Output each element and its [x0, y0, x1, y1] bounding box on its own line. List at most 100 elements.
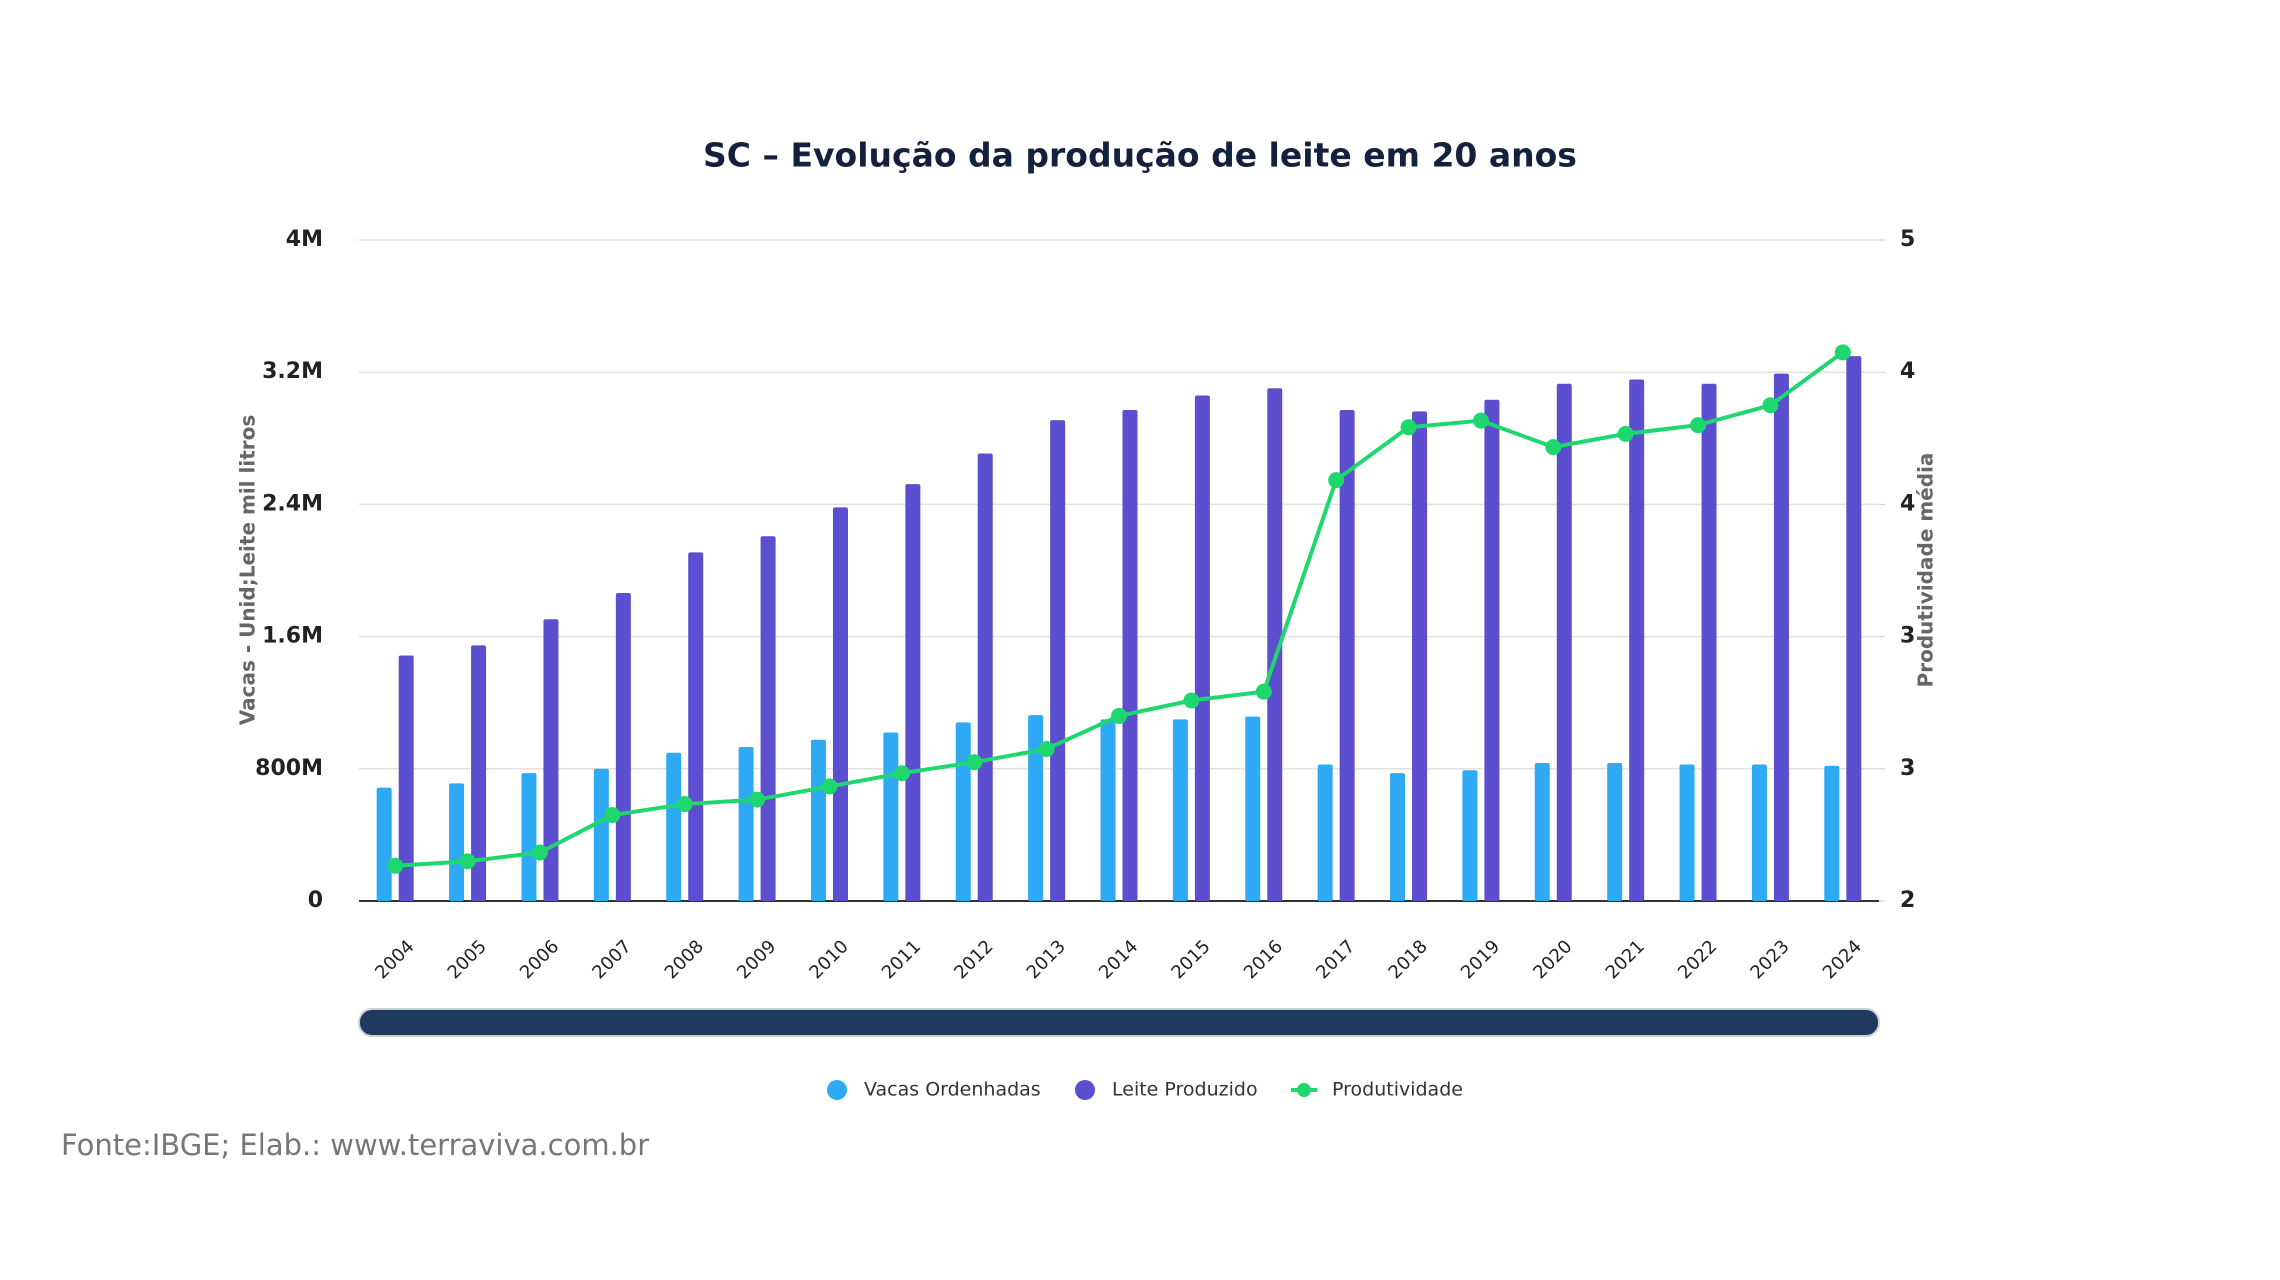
y2-tick-label: 3	[1900, 624, 1915, 649]
y-tick-label: 0	[308, 888, 323, 913]
x-tick-label: 2009	[733, 936, 780, 983]
line-point	[531, 844, 548, 861]
bar	[1607, 763, 1623, 901]
x-tick-label: 2007	[588, 936, 635, 983]
bar	[977, 453, 993, 901]
bar	[905, 484, 921, 901]
bar	[666, 752, 682, 901]
y-tick-label: 3.2M	[262, 359, 323, 384]
bar	[543, 619, 559, 901]
bar	[1172, 719, 1188, 901]
bar	[1556, 383, 1572, 902]
line-point	[1834, 344, 1851, 361]
line-point	[749, 791, 766, 808]
x-tick-label: 2020	[1529, 936, 1576, 983]
line-point	[966, 754, 983, 771]
y2-tick-label: 4	[1900, 491, 1915, 516]
line-point	[1617, 425, 1634, 442]
source: Fonte:IBGE; Elab.: www.terraviva.com.br	[61, 1128, 649, 1162]
bar	[738, 746, 754, 901]
bar	[1100, 719, 1116, 901]
line-point	[1255, 683, 1272, 700]
legend-marker[interactable]	[827, 1080, 847, 1100]
legend-label[interactable]: Vacas Ordenhadas	[864, 1079, 1041, 1101]
bar	[1462, 770, 1478, 901]
x-tick-label: 2024	[1819, 936, 1866, 983]
bar	[1534, 763, 1550, 901]
bar	[1028, 715, 1044, 901]
line-point	[387, 857, 404, 874]
y2-tick-label: 4	[1900, 359, 1915, 384]
y-axis-label: Vacas - Unid;Leite mil litros	[236, 415, 260, 726]
line-point	[604, 807, 621, 824]
x-tick-label: 2017	[1312, 936, 1359, 983]
x-tick-label: 2023	[1746, 936, 1793, 983]
x-tick-label: 2008	[661, 936, 708, 983]
bar	[1751, 764, 1767, 901]
line-point	[1400, 419, 1417, 436]
x-tick-label: 2006	[516, 936, 563, 983]
scrollbar[interactable]	[358, 1008, 1880, 1037]
line-point	[1111, 707, 1127, 724]
bar	[955, 722, 971, 901]
x-tick-label: 2012	[950, 936, 997, 983]
bar	[1484, 399, 1500, 901]
x-tick-label: 2022	[1674, 936, 1721, 983]
line-point	[893, 765, 910, 782]
bar	[471, 645, 487, 901]
line-point	[821, 778, 838, 795]
bar	[1679, 764, 1695, 901]
bar	[1390, 773, 1406, 901]
x-tick-label: 2011	[878, 936, 925, 983]
line-point	[1762, 397, 1779, 414]
line-point	[1545, 439, 1562, 456]
bar	[760, 536, 776, 901]
bar	[376, 787, 392, 901]
y-tick-label: 4M	[286, 227, 323, 252]
bar	[1050, 420, 1066, 901]
line-point	[1472, 412, 1489, 429]
bar	[1773, 373, 1789, 901]
x-tick-label: 2015	[1167, 936, 1214, 983]
x-tick-label: 2005	[444, 936, 491, 983]
line-point	[1183, 692, 1200, 709]
bar	[1629, 379, 1645, 901]
line-point	[1038, 740, 1055, 757]
x-tick-label: 2010	[806, 936, 853, 983]
line-point	[676, 796, 693, 813]
y-tick-label: 800M	[255, 756, 323, 781]
y-tick-label: 2.4M	[262, 491, 323, 516]
line-point	[1328, 472, 1345, 489]
legend-label[interactable]: Leite Produzido	[1112, 1079, 1258, 1101]
line-point	[1690, 417, 1707, 434]
bar	[615, 592, 631, 901]
bar	[521, 773, 537, 901]
bar	[449, 783, 465, 901]
bar	[1701, 383, 1717, 902]
legend-label[interactable]: Produtividade	[1332, 1079, 1463, 1101]
bar	[832, 507, 848, 901]
bar	[1194, 395, 1210, 901]
line-point	[459, 853, 476, 870]
bar	[1412, 411, 1428, 901]
bar	[1339, 410, 1355, 901]
x-tick-label: 2004	[371, 936, 418, 983]
x-tick-label: 2014	[1095, 936, 1142, 983]
bar	[1267, 388, 1283, 901]
bar	[810, 739, 826, 901]
legend-marker[interactable]	[1297, 1083, 1311, 1097]
bar	[1122, 410, 1138, 901]
y2-tick-label: 3	[1900, 756, 1915, 781]
bar	[1245, 716, 1261, 901]
y-tick-label: 1.6M	[262, 624, 323, 649]
x-tick-label: 2018	[1385, 936, 1432, 983]
bar	[1846, 356, 1862, 901]
bar	[1317, 764, 1333, 901]
x-tick-label: 2021	[1602, 936, 1649, 983]
bar	[688, 552, 704, 901]
bar	[1824, 765, 1840, 901]
chart-title: SC – Evolução da produção de leite em 20…	[703, 136, 1577, 175]
legend-marker[interactable]	[1075, 1080, 1095, 1100]
bar	[883, 732, 899, 901]
